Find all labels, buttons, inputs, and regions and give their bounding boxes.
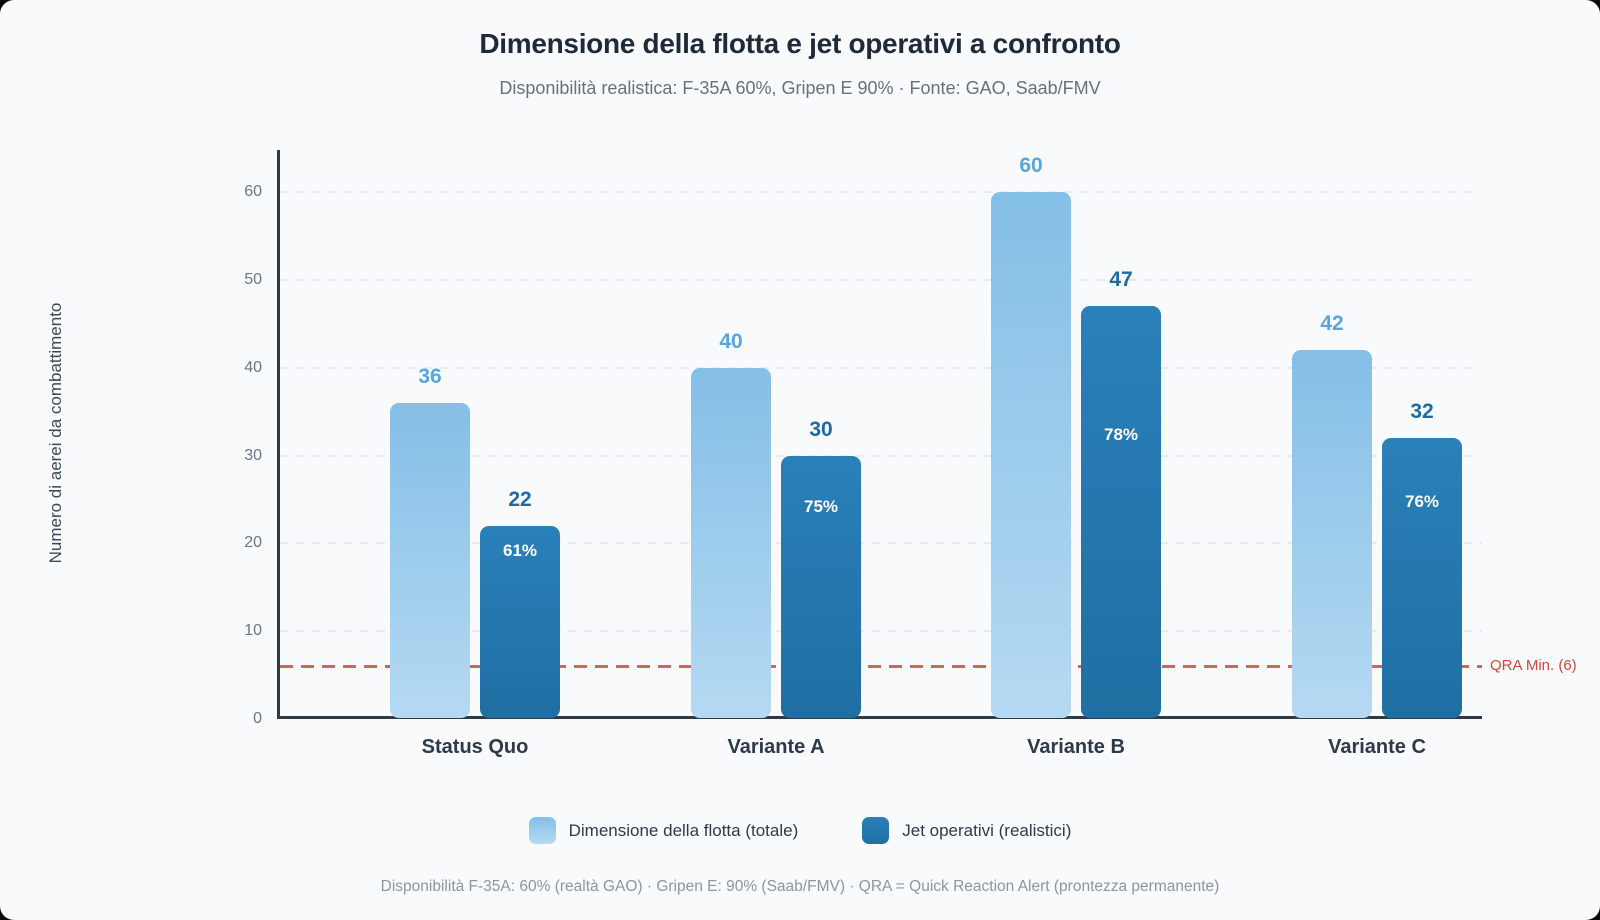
x-axis-line: [277, 716, 1482, 719]
legend-swatch: [528, 817, 556, 844]
legend-label: Dimensione della flotta (totale): [568, 820, 799, 840]
operational-jets-bar: [781, 455, 861, 718]
x-axis-category-label: Status Quo: [421, 736, 529, 758]
legend-item-fleet: Dimensione della flotta (totale): [528, 817, 799, 844]
bar-value-label: 47: [1109, 268, 1133, 292]
bar-value-label: 36: [418, 364, 442, 388]
y-tick-label: 40: [244, 358, 262, 376]
bar-availability-label: 76%: [1404, 491, 1440, 511]
bar-value-label: 22: [508, 487, 532, 511]
fleet-size-bar: [1292, 350, 1372, 718]
y-tick-label: 60: [244, 183, 262, 200]
bar-value-label: 30: [809, 417, 833, 441]
bar-availability-label: 61%: [502, 540, 538, 560]
gridline: [280, 366, 1482, 369]
y-tick-label: 30: [244, 446, 262, 464]
gridline: [280, 454, 1482, 457]
x-axis-category-label: Variante C: [1328, 736, 1426, 758]
qra-line-label: QRA Min. (6): [1490, 657, 1577, 675]
bar-value-label: 32: [1410, 399, 1434, 423]
bar-value-label: 60: [1019, 154, 1043, 177]
legend-swatch: [862, 817, 890, 844]
footnote: Disponibilità F-35A: 60% (realtà GAO) · …: [380, 878, 1220, 895]
bar-availability-label: 75%: [803, 496, 839, 516]
x-axis-category-label: Variante B: [1027, 736, 1125, 758]
gridline: [280, 542, 1482, 545]
y-tick-label: 20: [244, 534, 262, 552]
operational-jets-bar: [1081, 306, 1161, 718]
fleet-size-bar: [991, 192, 1071, 718]
legend-label: Jet operativi (realistici): [902, 820, 1072, 840]
y-axis-line: [277, 150, 280, 719]
bar-availability-label: 78%: [1103, 425, 1139, 445]
y-tick-label: 50: [244, 270, 262, 288]
operational-jets-bar: [480, 525, 560, 718]
x-axis-category-label: Variante A: [727, 736, 825, 758]
legend-item-operational: Jet operativi (realistici): [862, 817, 1071, 844]
y-tick-label: 0: [253, 710, 262, 727]
operational-jets-bar: [1382, 437, 1462, 718]
qra-reference-line: [280, 665, 1482, 669]
chart-subtitle: Disponibilità realistica: F-35A 60%, Gri…: [499, 78, 1101, 98]
gridline: [280, 278, 1482, 281]
fleet-size-bar: [691, 367, 771, 718]
gridline: [280, 630, 1482, 633]
bar-value-label: 40: [719, 329, 743, 353]
legend: Dimensione della flotta (totale) Jet oper…: [0, 817, 1600, 844]
chart-title: Dimensione della flotta e jet operativi …: [479, 28, 1121, 59]
gridline: [280, 191, 1482, 193]
bar-value-label: 42: [1320, 312, 1344, 336]
y-tick-label: 10: [244, 622, 262, 640]
fleet-size-bar: [390, 402, 470, 718]
